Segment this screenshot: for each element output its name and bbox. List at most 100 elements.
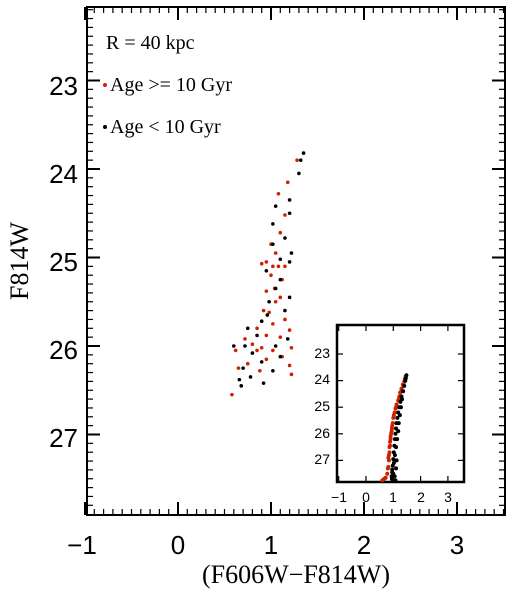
data-point-old (255, 348, 259, 353)
data-point-young (271, 222, 275, 226)
x-axis-label: (F606W−F814W) (202, 560, 390, 589)
main-ytick-label: 24 (49, 159, 78, 189)
data-point-young (237, 377, 242, 382)
data-point-young (283, 236, 287, 240)
inset-point-old (394, 405, 399, 410)
inset-point-young (397, 413, 402, 418)
data-point-young (278, 354, 283, 359)
legend-label-young: Age < 10 Gyr (110, 116, 221, 138)
data-point-old (264, 260, 269, 264)
data-point-old (264, 357, 269, 362)
inset-ytick-label: 24 (314, 371, 330, 387)
data-point-young (287, 260, 292, 264)
inset-xtick-label: 3 (444, 489, 452, 505)
data-point-old (295, 158, 299, 162)
data-point-young (250, 351, 255, 355)
data-point-young (285, 337, 290, 341)
inset-point-young (394, 426, 399, 431)
data-point-old (233, 348, 238, 353)
data-point-old (264, 333, 269, 338)
inset-point-young (401, 389, 406, 394)
data-point-old (283, 213, 287, 217)
data-point-old (259, 345, 264, 350)
data-point-old (267, 310, 271, 315)
main-xtick-label: −1 (67, 530, 97, 560)
inset-point-old (382, 477, 387, 482)
inset-xtick-label: −1 (331, 489, 347, 505)
data-point-young (255, 333, 259, 338)
inset-point-old (389, 429, 394, 434)
main-axis-ticks (84, 7, 505, 515)
data-point-old (278, 335, 283, 339)
inset-point-young (389, 474, 394, 479)
data-point-old (245, 361, 250, 366)
data-point-young (261, 381, 266, 385)
data-point-young (267, 299, 271, 304)
legend-marker-young (103, 125, 107, 129)
data-point-young (287, 198, 292, 202)
data-point-young (301, 151, 306, 155)
data-point-old (285, 180, 290, 185)
data-point-young (297, 171, 301, 176)
inset-xtick-label: 1 (389, 489, 397, 505)
data-point-old (236, 366, 241, 370)
data-point-young (278, 277, 283, 282)
data-point-young (289, 251, 294, 255)
main-xtick-label: 2 (357, 530, 371, 560)
inset-point-young (391, 457, 396, 462)
main-data-points (230, 151, 306, 397)
data-point-young (248, 375, 253, 379)
data-point-young (239, 384, 244, 388)
radius-annotation: R = 40 kpc (106, 32, 195, 54)
data-point-old (283, 317, 287, 322)
inset-point-old (385, 466, 390, 471)
data-point-old (276, 191, 281, 196)
data-point-old (273, 299, 278, 304)
legend-label-old: Age >= 10 Gyr (110, 74, 232, 96)
inset-point-young (391, 461, 396, 466)
data-point-young (273, 344, 278, 348)
data-point-young (273, 204, 278, 208)
inset-point-old (390, 423, 395, 428)
main-xtick-label: 0 (171, 530, 185, 560)
data-point-old (261, 308, 266, 313)
data-point-old (259, 261, 264, 266)
data-point-young (298, 158, 303, 162)
data-point-young (271, 242, 275, 247)
data-point-young (264, 268, 269, 273)
data-point-young (259, 360, 264, 364)
inset-point-old (388, 439, 393, 444)
inset-point-old (385, 471, 390, 476)
data-point-old (283, 264, 287, 269)
inset-point-young (395, 415, 400, 420)
inset-point-young (394, 445, 399, 450)
data-point-old (278, 230, 283, 235)
legend-marker-old (103, 83, 107, 87)
data-point-old (278, 295, 283, 300)
data-point-old (271, 348, 275, 353)
data-point-old (287, 328, 292, 332)
inset-plot-frame (335, 323, 466, 484)
data-point-young (287, 295, 292, 300)
data-point-old (289, 372, 294, 377)
inset-point-young (402, 383, 407, 388)
inset-ytick-label: 27 (314, 451, 330, 467)
inset-xtick-label: 0 (362, 489, 370, 505)
inset-point-young (394, 466, 399, 471)
data-point-young (241, 366, 245, 370)
data-point-young (245, 326, 250, 331)
inset-point-old (386, 453, 391, 458)
inset-point-young (394, 458, 399, 463)
data-point-old (255, 326, 259, 331)
data-point-young (273, 286, 278, 291)
data-point-old (230, 392, 234, 397)
inset-point-young (395, 437, 400, 442)
main-ytick-label: 26 (49, 335, 78, 365)
data-point-old (289, 345, 294, 350)
inset-point-young (398, 405, 403, 410)
data-point-old (250, 342, 255, 347)
data-point-old (243, 337, 247, 341)
main-xtick-label: 3 (450, 530, 464, 560)
data-point-old (287, 363, 292, 368)
